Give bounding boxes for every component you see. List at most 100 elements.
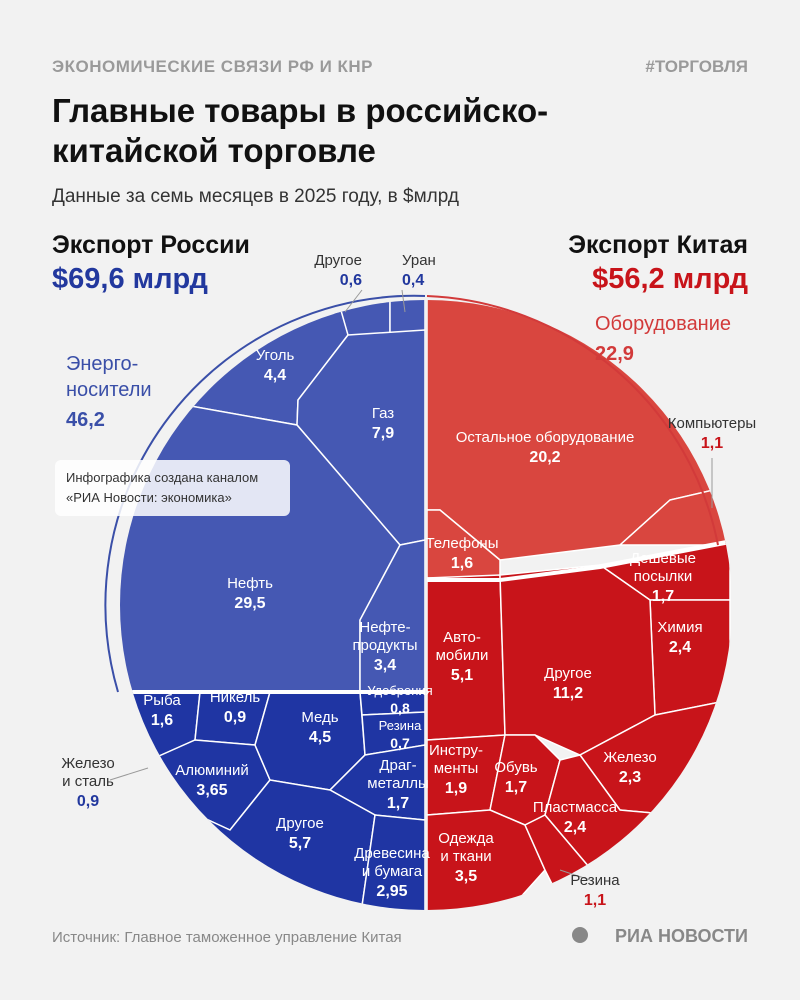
cell (389, 300, 425, 336)
cell-label: Другое (314, 252, 362, 269)
cell-label: менты (434, 760, 479, 777)
cell-label: Алюминий (175, 762, 249, 779)
cell-value: 0,9 (77, 793, 99, 810)
cell-label: и бумага (362, 863, 423, 880)
cell-label: Дешевые (630, 550, 696, 567)
note-box (55, 460, 290, 516)
group-label: Энерго- (66, 353, 138, 375)
russia-total: $69,6 млрд (52, 263, 208, 295)
cell-label: и сталь (62, 773, 114, 790)
cell-value: 1,1 (701, 435, 723, 452)
cell-value: 3,4 (374, 657, 396, 674)
cell-label: Резина (570, 872, 620, 889)
cell-label: продукты (352, 637, 417, 654)
note: «РИА Новости: экономика» (66, 490, 232, 505)
cell-label: Резина (379, 718, 422, 733)
leader-line (344, 289, 363, 313)
cell-value: 20,2 (529, 449, 560, 466)
cell-label: Нефте- (359, 619, 410, 636)
group-label: Оборудование (595, 313, 731, 335)
cell-value: 2,95 (376, 883, 407, 900)
source: Источник: Главное таможенное управление … (52, 929, 402, 946)
cell-value: 5,1 (451, 667, 473, 684)
cell-value: 1,7 (387, 795, 409, 812)
cell-label: Инстру- (429, 742, 483, 759)
cell-value: 7,9 (372, 425, 394, 442)
cell-label: Древесина (354, 845, 430, 862)
cell (427, 509, 501, 579)
cell-value: 1,7 (505, 779, 527, 796)
cell-value: 1,6 (451, 555, 473, 572)
group-value: 46,2 (66, 409, 105, 431)
cell-label: Пластмасса (533, 799, 618, 816)
cell-label: Телефоны (425, 535, 498, 552)
logo-icon (572, 927, 588, 943)
cell-value: 2,4 (564, 819, 586, 836)
cell-label: мобили (436, 647, 489, 664)
group-border (427, 540, 731, 582)
subtitle: Данные за семь месяцев в 2025 году, в $м… (52, 186, 459, 207)
title: Главные товары в российско- (52, 92, 548, 129)
leader-line (109, 767, 149, 781)
cell-label: Одежда (438, 830, 494, 847)
cell-label: Химия (657, 619, 702, 636)
cell-value: 29,5 (234, 595, 265, 612)
cell-value: 1,9 (445, 780, 467, 797)
cell-label: Никель (210, 689, 261, 706)
leader-line (401, 289, 406, 313)
cell-value: 2,3 (619, 769, 641, 786)
cell-label: Другое (276, 815, 324, 832)
china-total: $56,2 млрд (592, 263, 748, 295)
cell-value: 0,8 (390, 700, 410, 716)
group-value: 22,9 (595, 343, 634, 365)
logo: РИА НОВОСТИ (615, 926, 748, 946)
cell-label: Нефть (227, 575, 273, 592)
cell-label: Драг- (379, 757, 416, 774)
cell-label: Рыба (143, 692, 181, 709)
cell-value: 4,4 (264, 367, 286, 384)
cell-label: и ткани (440, 848, 491, 865)
cell-label: Уран (402, 252, 436, 269)
cell-value: 2,4 (669, 639, 691, 656)
cell-label: Обувь (494, 759, 537, 776)
cell-value: 0,6 (340, 272, 362, 289)
cell-label: Удобрения (367, 683, 432, 698)
cell-value: 3,65 (196, 782, 227, 799)
cell-label: Железо (61, 755, 114, 772)
cell-label: Другое (544, 665, 592, 682)
note: Инфографика создана каналом (66, 470, 258, 485)
cell-value: 1,1 (584, 892, 606, 909)
leader-line (559, 869, 591, 881)
cell-value: 3,5 (455, 868, 477, 885)
cell-label: металлы (367, 775, 429, 792)
kicker: ЭКОНОМИЧЕСКИЕ СВЯЗИ РФ И КНР (52, 57, 373, 76)
treemap: Другое 0,6 Уран 0,4 Уголь 4,4 Газ 7,9 Нефть 29,5 Н… (61, 252, 756, 910)
cell-label: Медь (301, 709, 338, 726)
cell-label: Железо (603, 749, 656, 766)
cell-value: 0,9 (224, 709, 246, 726)
cell-label: Уголь (256, 347, 295, 364)
outline (104, 294, 426, 693)
cell-label: посылки (634, 568, 692, 585)
cell-label: Компьютеры (668, 415, 756, 432)
cell-label: Газ (372, 405, 394, 422)
cell-value: 1,6 (151, 712, 173, 729)
russia-heading: Экспорт России (52, 231, 250, 259)
cell-value: 5,7 (289, 835, 311, 852)
cell-value: 1,7 (652, 588, 674, 605)
china-heading: Экспорт Китая (568, 231, 748, 259)
cell (618, 469, 732, 546)
cell (359, 814, 425, 910)
cell-label: Остальное оборудование (456, 429, 635, 446)
group-label: носители (66, 379, 152, 401)
tag: #ТОРГОВЛЯ (645, 57, 748, 76)
cell-label: Авто- (443, 629, 481, 646)
title: китайской торговле (52, 132, 376, 169)
outline (426, 295, 719, 546)
cell (361, 711, 425, 756)
cell-value: 4,5 (309, 729, 331, 746)
cell-value: 0,7 (390, 735, 410, 751)
cell-value: 0,4 (402, 272, 424, 289)
